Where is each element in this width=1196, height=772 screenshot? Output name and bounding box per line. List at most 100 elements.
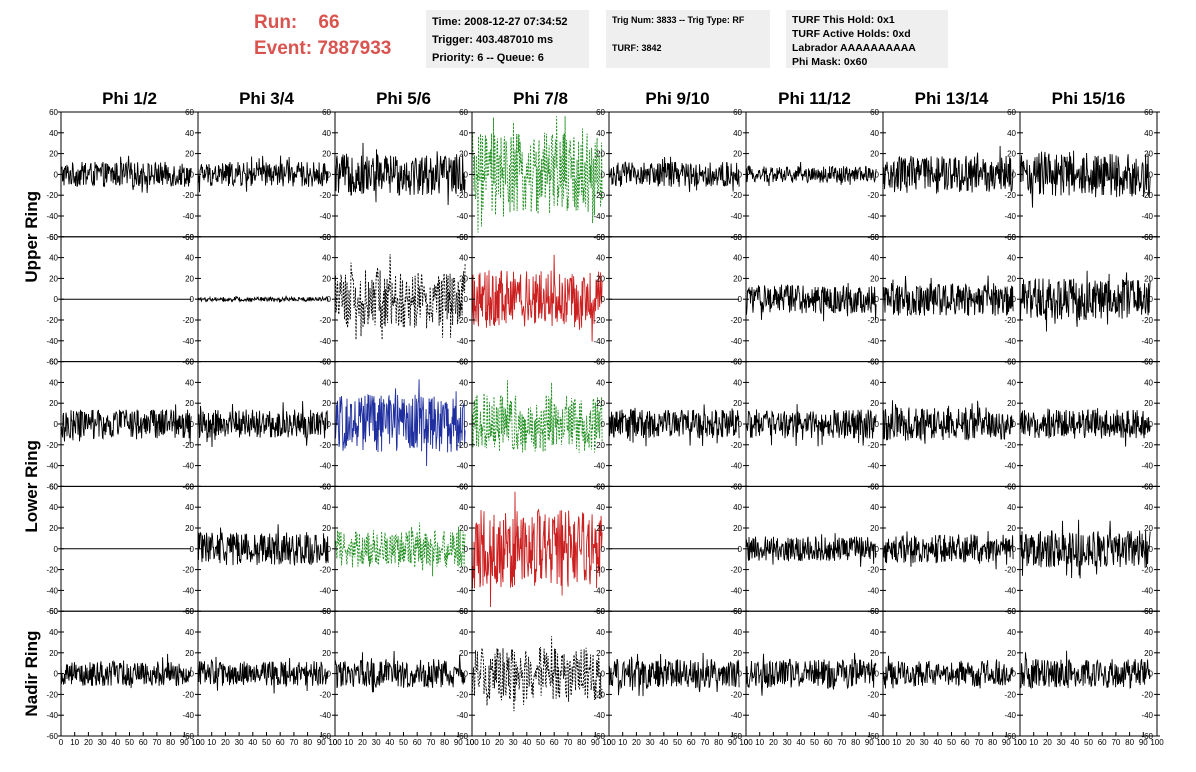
y-tick-label: -60	[182, 732, 194, 741]
y-tick-label: 60	[870, 482, 879, 491]
y-tick-label: -60	[456, 233, 468, 242]
y-tick-label: -40	[46, 337, 58, 346]
waveform-series	[334, 650, 466, 693]
y-tick-label: -40	[730, 462, 742, 471]
y-tick-label: 60	[459, 482, 468, 491]
y-tick-label: -20	[593, 441, 605, 450]
y-tick-label: 40	[322, 378, 331, 387]
y-tick-label: 60	[1007, 233, 1016, 242]
y-tick-label: -40	[46, 586, 58, 595]
y-tick-label: -20	[593, 690, 605, 699]
y-tick-label: -40	[593, 711, 605, 720]
y-tick-label: 60	[1144, 233, 1153, 242]
y-tick-label: -20	[319, 690, 331, 699]
y-tick-label: -20	[730, 690, 742, 699]
y-tick-label: -40	[182, 212, 194, 221]
x-tick-label: 60	[413, 738, 422, 747]
x-tick-label: 20	[906, 738, 915, 747]
y-tick-label: -60	[182, 358, 194, 367]
y-tick-label: 60	[49, 233, 58, 242]
x-tick-label: 100	[1013, 738, 1027, 747]
y-tick-label: -40	[456, 212, 468, 221]
y-tick-label: -20	[867, 316, 879, 325]
y-tick-label: 20	[459, 399, 468, 408]
y-tick-label: -20	[182, 690, 194, 699]
y-tick-label: -60	[182, 233, 194, 242]
y-tick-label: -20	[46, 566, 58, 575]
y-tick-label: 60	[1007, 108, 1016, 117]
waveform-series	[334, 522, 466, 577]
x-tick-label: 80	[303, 738, 312, 747]
x-tick-label: 90	[317, 738, 326, 747]
y-tick-label: -60	[456, 607, 468, 616]
y-tick-label: -60	[182, 607, 194, 616]
y-tick-label: 40	[49, 254, 58, 263]
y-tick-label: 40	[49, 628, 58, 637]
y-tick-label: 20	[1007, 399, 1016, 408]
y-tick-label: 40	[1007, 628, 1016, 637]
x-tick-label: 50	[125, 738, 134, 747]
y-tick-label: 0	[54, 545, 59, 554]
x-tick-label: 30	[372, 738, 381, 747]
x-tick-label: 100	[191, 738, 205, 747]
column-label: Phi 15/16	[1052, 89, 1126, 108]
y-tick-label: 20	[1144, 150, 1153, 159]
y-tick-label: 0	[190, 170, 195, 179]
y-tick-label: 40	[459, 628, 468, 637]
x-tick-label: 20	[221, 738, 230, 747]
y-tick-label: 20	[1144, 524, 1153, 533]
time-info-box: Time: 2008-12-27 07:34:52 Trigger: 403.4…	[426, 10, 589, 68]
y-tick-label: -20	[1141, 316, 1153, 325]
y-tick-label: -20	[1004, 316, 1016, 325]
y-tick-label: 40	[1007, 378, 1016, 387]
y-tick-label: -20	[867, 690, 879, 699]
waveform-series	[1019, 519, 1151, 579]
y-tick-label: -40	[319, 462, 331, 471]
waveform-series	[197, 155, 329, 193]
y-tick-label: -20	[867, 441, 879, 450]
x-tick-label: 30	[1057, 738, 1066, 747]
y-tick-label: -60	[46, 358, 58, 367]
y-tick-label: 0	[875, 295, 880, 304]
y-tick-label: -60	[1141, 732, 1153, 741]
x-tick-label: 80	[714, 738, 723, 747]
y-tick-label: 60	[596, 482, 605, 491]
event-row: Event: 7887933	[254, 36, 391, 62]
y-tick-label: 0	[327, 170, 332, 179]
run-row: Run: 66	[254, 10, 391, 36]
y-tick-label: 20	[49, 274, 58, 283]
waveform-series	[745, 652, 877, 696]
x-tick-label: 60	[550, 738, 559, 747]
y-tick-label: 40	[185, 628, 194, 637]
y-tick-label: 40	[185, 378, 194, 387]
y-tick-label: -20	[593, 191, 605, 200]
y-tick-label: 60	[185, 233, 194, 242]
y-tick-label: -20	[182, 316, 194, 325]
phi-mask-text: Phi Mask: 0x60	[792, 56, 868, 68]
turf-active-text: TURF Active Holds: 0xd	[792, 28, 911, 40]
y-tick-label: 60	[596, 233, 605, 242]
y-tick-label: 40	[459, 129, 468, 138]
y-tick-label: 20	[1144, 274, 1153, 283]
y-tick-label: 40	[1144, 129, 1153, 138]
y-tick-label: -20	[456, 566, 468, 575]
y-tick-label: 20	[596, 274, 605, 283]
y-tick-label: 0	[1149, 545, 1154, 554]
y-tick-label: 40	[322, 254, 331, 263]
y-tick-label: 0	[601, 170, 606, 179]
y-tick-label: 40	[870, 378, 879, 387]
y-tick-label: 0	[54, 670, 59, 679]
y-tick-label: 40	[870, 628, 879, 637]
x-tick-label: 60	[1098, 738, 1107, 747]
waveform-series	[334, 254, 466, 340]
y-tick-label: -60	[867, 607, 879, 616]
y-tick-label: -40	[456, 711, 468, 720]
y-tick-label: 0	[464, 670, 469, 679]
y-tick-label: -40	[319, 212, 331, 221]
x-tick-label: 100	[465, 738, 479, 747]
y-tick-label: 40	[322, 129, 331, 138]
x-tick-label: 40	[659, 738, 668, 747]
y-tick-label: -20	[593, 566, 605, 575]
y-tick-label: -60	[46, 482, 58, 491]
y-tick-label: 60	[733, 108, 742, 117]
